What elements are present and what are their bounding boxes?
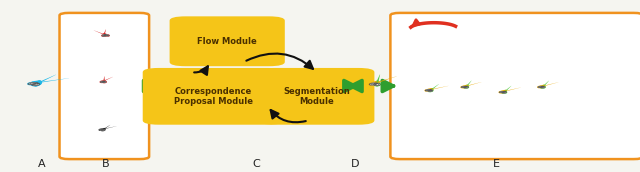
Polygon shape <box>428 90 433 92</box>
FancyBboxPatch shape <box>170 16 285 66</box>
Polygon shape <box>104 125 110 129</box>
Polygon shape <box>461 86 467 88</box>
Polygon shape <box>104 76 105 81</box>
Polygon shape <box>429 90 432 91</box>
Polygon shape <box>99 129 104 130</box>
Polygon shape <box>103 35 105 36</box>
FancyBboxPatch shape <box>60 13 149 159</box>
Polygon shape <box>101 81 104 82</box>
Polygon shape <box>375 84 379 85</box>
Text: Flow Module: Flow Module <box>197 37 257 46</box>
Polygon shape <box>30 83 36 84</box>
Polygon shape <box>504 86 511 91</box>
Polygon shape <box>466 81 472 86</box>
Text: Correspondence
Proposal Module: Correspondence Proposal Module <box>173 87 253 106</box>
Polygon shape <box>102 81 106 83</box>
Polygon shape <box>376 74 380 83</box>
Polygon shape <box>543 82 559 86</box>
Polygon shape <box>543 81 549 86</box>
Polygon shape <box>465 87 467 88</box>
Polygon shape <box>431 86 449 90</box>
Polygon shape <box>106 35 108 36</box>
Polygon shape <box>505 88 521 91</box>
Polygon shape <box>541 87 544 88</box>
Polygon shape <box>104 35 109 36</box>
Polygon shape <box>104 77 113 81</box>
Polygon shape <box>104 126 116 129</box>
Polygon shape <box>38 75 56 83</box>
Text: C: C <box>252 159 260 169</box>
Polygon shape <box>431 84 439 89</box>
Polygon shape <box>33 84 38 85</box>
Text: Segmentation
Module: Segmentation Module <box>284 87 350 106</box>
Polygon shape <box>104 29 106 34</box>
Polygon shape <box>425 90 431 91</box>
Polygon shape <box>374 83 380 86</box>
FancyBboxPatch shape <box>390 13 640 159</box>
Polygon shape <box>467 82 481 86</box>
Polygon shape <box>503 92 506 93</box>
Polygon shape <box>369 83 377 85</box>
Polygon shape <box>39 78 69 83</box>
Polygon shape <box>376 76 397 83</box>
Polygon shape <box>426 90 430 91</box>
Polygon shape <box>100 129 102 130</box>
Polygon shape <box>32 83 40 86</box>
Polygon shape <box>502 92 507 93</box>
Polygon shape <box>464 87 468 88</box>
Polygon shape <box>541 86 545 88</box>
FancyBboxPatch shape <box>143 68 284 125</box>
Polygon shape <box>499 91 505 93</box>
FancyBboxPatch shape <box>259 68 374 125</box>
Text: B: B <box>102 159 109 169</box>
Polygon shape <box>93 30 104 35</box>
Polygon shape <box>538 86 543 88</box>
Polygon shape <box>102 35 106 36</box>
Polygon shape <box>101 129 105 131</box>
Text: D: D <box>351 159 360 169</box>
Polygon shape <box>371 83 375 85</box>
Text: A: A <box>38 159 45 169</box>
Polygon shape <box>100 81 104 82</box>
Polygon shape <box>28 83 38 85</box>
Text: E: E <box>493 159 499 169</box>
